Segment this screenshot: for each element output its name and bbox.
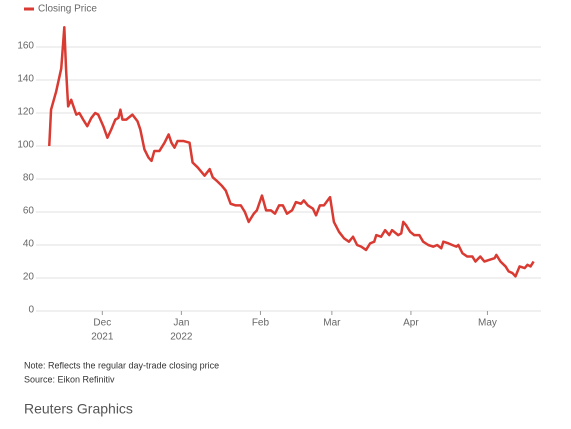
x-tick-year: 2022 [170, 332, 193, 343]
x-tick-label: Feb [252, 318, 270, 329]
x-tick-label: Dec [93, 318, 111, 329]
x-tick-year: 2021 [91, 332, 114, 343]
y-tick-label: 60 [23, 206, 35, 217]
legend-label: Closing Price [38, 4, 97, 15]
note: Note: Reflects the regular day-trade clo… [24, 360, 219, 370]
x-tick-label: Apr [403, 318, 419, 329]
y-tick-label: 80 [23, 173, 35, 184]
y-tick-label: 0 [28, 305, 34, 316]
x-tick-label: Mar [323, 318, 341, 329]
price-line [48, 25, 535, 278]
y-tick-label: 140 [17, 74, 34, 85]
y-tick-label: 120 [17, 107, 34, 118]
source: Source: Eikon Refinitiv [24, 374, 115, 384]
x-tick-label: May [478, 318, 497, 329]
y-tick-label: 40 [23, 239, 35, 250]
credit: Reuters Graphics [24, 401, 133, 417]
x-tick-label: Jan [173, 318, 189, 329]
y-tick-label: 100 [17, 140, 34, 151]
y-tick-label: 160 [17, 41, 34, 52]
y-tick-label: 20 [23, 272, 35, 283]
